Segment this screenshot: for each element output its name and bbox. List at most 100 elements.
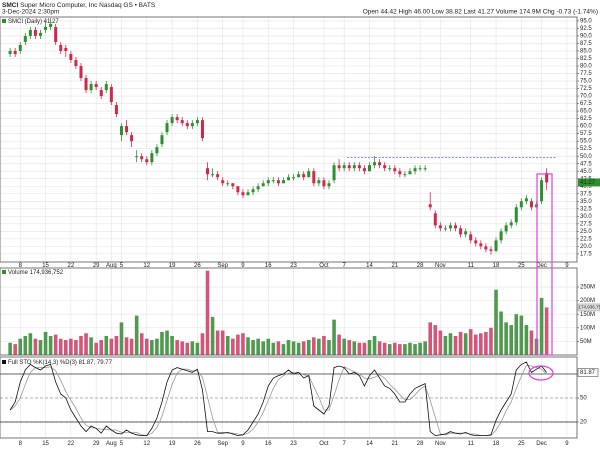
volume-bar — [220, 330, 225, 355]
volume-bar — [382, 342, 387, 355]
volume-bar — [134, 315, 139, 355]
candle-body — [44, 26, 48, 30]
candle-body — [89, 84, 93, 91]
y-tick-label: 32.5 — [580, 206, 592, 212]
candle-body — [256, 186, 260, 190]
y-tick-label: 20.0 — [580, 244, 592, 250]
candle-body — [292, 177, 296, 179]
volume-bar — [291, 341, 296, 355]
volume-bar — [306, 340, 311, 355]
volume-bar — [499, 311, 503, 355]
candle-body — [8, 50, 12, 54]
x-tick-label: 14 — [366, 263, 373, 269]
volume-bar — [271, 342, 276, 355]
volume-bar — [362, 342, 367, 355]
x-tick-label: Aug — [106, 441, 117, 447]
volume-bar — [317, 338, 321, 355]
y-tick-label: 45.0 — [580, 169, 592, 175]
candle-body — [109, 87, 113, 103]
y-tick-label: 75.0 — [580, 79, 592, 85]
candle-body — [13, 50, 17, 54]
candle-body — [140, 156, 144, 160]
volume-bar — [89, 337, 93, 355]
candle-body — [489, 249, 493, 251]
candle-body — [74, 59, 78, 66]
candle-body — [206, 168, 210, 175]
volume-bar — [58, 338, 63, 355]
candle-body — [519, 201, 523, 208]
volume-bar — [519, 315, 524, 355]
x-tick-label: Nov — [435, 441, 446, 447]
candle-body — [170, 117, 174, 124]
volume-bar — [48, 335, 53, 355]
candle-body — [145, 159, 149, 163]
x-tick-label: Dec — [536, 263, 547, 269]
candle-body — [84, 78, 88, 91]
y-tick-label: 30.0 — [580, 214, 592, 220]
candle-body — [130, 135, 134, 142]
y-tick-label: 62.5 — [580, 116, 592, 122]
y-tick-label: 82.5 — [580, 56, 592, 62]
y-tick-label: 87.5 — [580, 41, 592, 47]
candle-body — [499, 231, 503, 241]
candle-body — [418, 168, 422, 170]
volume-bar — [463, 333, 468, 355]
candle-body — [373, 162, 377, 166]
x-tick-label: 26 — [194, 263, 201, 269]
candle-body — [18, 44, 22, 51]
x-tick-label: Dec — [536, 441, 547, 447]
candle-body — [114, 105, 118, 115]
candle-body — [104, 84, 108, 91]
candle-body — [49, 23, 53, 27]
candle-body — [454, 225, 458, 229]
legend-swatch — [2, 360, 6, 364]
y-tick-label: 90.0 — [580, 34, 592, 40]
candle-body — [423, 168, 427, 170]
volume-bar — [423, 341, 427, 355]
volume-bar — [342, 338, 346, 355]
candle-body — [322, 180, 326, 187]
x-tick-label: 29 — [93, 263, 100, 269]
last-price-label: 41.27 — [580, 180, 596, 186]
volume-bar — [529, 330, 534, 355]
candle-body — [529, 201, 533, 208]
volume-bar — [74, 340, 78, 355]
y-tick-label: 27.5 — [580, 221, 592, 227]
candle-body — [119, 126, 123, 136]
volume-bar — [18, 338, 23, 355]
plot-layer: 88151522222929AugAug55121219192626SepSep… — [0, 17, 600, 447]
candle-body — [54, 26, 58, 42]
volume-bar — [150, 340, 154, 355]
x-tick-label: 29 — [93, 441, 100, 447]
x-tick-label: 16 — [265, 441, 272, 447]
volume-bar — [104, 335, 109, 355]
x-tick-label: 25 — [518, 441, 525, 447]
candle-body — [211, 174, 215, 176]
symbol: SMCI — [2, 2, 18, 9]
volume-bar — [119, 322, 124, 355]
volume-bar — [509, 325, 514, 355]
candle-body — [438, 225, 442, 229]
volume-bar — [514, 314, 519, 355]
volume-bar — [236, 334, 240, 355]
volume-bar — [479, 333, 483, 355]
volume-bar — [337, 334, 341, 355]
y-tick-label: 50 — [580, 396, 587, 402]
x-tick-label: 21 — [391, 441, 398, 447]
x-tick-label: 23 — [290, 441, 297, 447]
y-tick-label: 50.0 — [580, 154, 592, 160]
volume-bar — [392, 342, 397, 355]
candle-body — [479, 243, 483, 247]
volume-bar — [38, 340, 43, 355]
volume-bar — [251, 340, 255, 355]
x-tick-label: 9 — [241, 263, 245, 269]
candle-body — [64, 47, 68, 51]
y-tick-label: 17.5 — [580, 251, 592, 257]
x-tick-label: 23 — [290, 263, 297, 269]
volume-bar — [428, 322, 433, 355]
volume-bar — [524, 325, 529, 355]
y-tick-label: 95.0 — [580, 18, 592, 24]
candle-body — [378, 162, 382, 166]
y-tick-label: 250M — [580, 285, 595, 291]
